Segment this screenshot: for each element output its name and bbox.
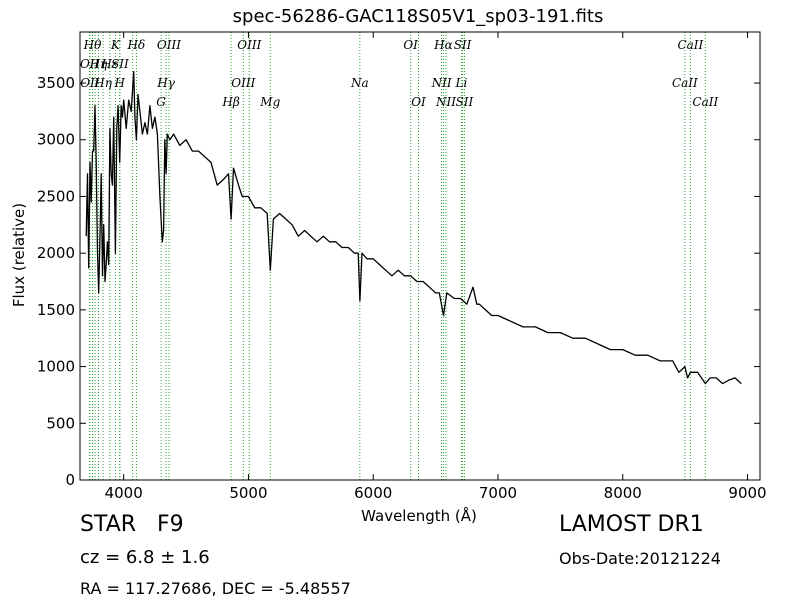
y-tick-label-6: 3000 xyxy=(37,131,75,149)
axes: 4000 5000 6000 7000 8000 9000 0 500 1000 1500 2000… xyxy=(37,32,767,502)
line-labels: OIIOIIHθHηHηHεKHSIIHδGHγOIIIHβOIIIOIIIMg… xyxy=(80,38,719,109)
line-label-8: H xyxy=(113,76,125,90)
line-label-19: Na xyxy=(350,76,369,90)
y-tick-label-1: 500 xyxy=(46,414,75,432)
coordinates: RA = 117.27686, DEC = -5.48557 xyxy=(80,579,351,598)
survey-name: LAMOST DR1 xyxy=(559,512,704,537)
redshift-value: cz = 6.8 ± 1.6 xyxy=(80,547,210,568)
line-label-9: SII xyxy=(111,57,129,71)
line-label-28: CaII xyxy=(672,76,698,90)
object-class: STAR F9 xyxy=(80,512,184,537)
line-label-17: OIII xyxy=(237,38,261,52)
line-label-0: OII xyxy=(80,57,100,71)
y-tick-label-2: 1000 xyxy=(37,358,75,376)
x-tick-label-5: 9000 xyxy=(728,484,766,502)
line-label-4: Hη xyxy=(89,57,108,71)
x-axis-label: Wavelength (Å) xyxy=(361,506,477,525)
line-label-29: CaII xyxy=(677,38,703,52)
line-label-16: OIII xyxy=(231,76,255,90)
y-tick-label-5: 2500 xyxy=(37,187,75,205)
line-label-18: Mg xyxy=(259,95,280,109)
line-label-23: Hα xyxy=(433,38,453,52)
line-label-5: Hη xyxy=(93,76,112,90)
line-label-30: CaII xyxy=(692,95,718,109)
spectrum-series xyxy=(85,71,742,385)
line-label-24: NII xyxy=(435,95,456,109)
spectrum-line-0 xyxy=(85,71,742,385)
line-label-11: Hδ xyxy=(127,38,146,52)
line-label-13: Hγ xyxy=(156,76,175,90)
y-axis-label: Flux (relative) xyxy=(10,203,28,307)
line-label-22: NII xyxy=(431,76,452,90)
line-label-6: Hε xyxy=(100,57,118,71)
spectral-line-markers xyxy=(89,32,706,480)
line-label-2: Hθ xyxy=(83,38,102,52)
line-label-1: OII xyxy=(80,76,100,90)
x-tick-label-1: 5000 xyxy=(229,484,267,502)
line-label-27: SII xyxy=(456,95,474,109)
line-label-20: OI xyxy=(403,38,418,52)
y-tick-label-3: 1500 xyxy=(37,301,75,319)
y-tick-label-0: 0 xyxy=(65,471,75,489)
chart-title: spec-56286-GAC118S05V1_sp03-191.fits xyxy=(233,6,604,27)
line-label-12: G xyxy=(156,95,166,109)
line-label-25: Li xyxy=(455,76,468,90)
x-tick-label-3: 7000 xyxy=(479,484,517,502)
plot-frame xyxy=(79,31,761,481)
y-tick-label-4: 2000 xyxy=(37,244,75,262)
line-label-21: OI xyxy=(411,95,426,109)
x-tick-label-4: 8000 xyxy=(604,484,642,502)
line-label-14: OIII xyxy=(157,38,181,52)
x-tick-label-0: 4000 xyxy=(105,484,143,502)
line-label-15: Hβ xyxy=(221,95,239,109)
line-label-26: SII xyxy=(454,38,472,52)
x-tick-label-2: 6000 xyxy=(354,484,392,502)
y-tick-label-7: 3500 xyxy=(37,74,75,92)
observation-date: Obs-Date:20121224 xyxy=(559,549,721,568)
line-label-7: K xyxy=(110,38,121,52)
